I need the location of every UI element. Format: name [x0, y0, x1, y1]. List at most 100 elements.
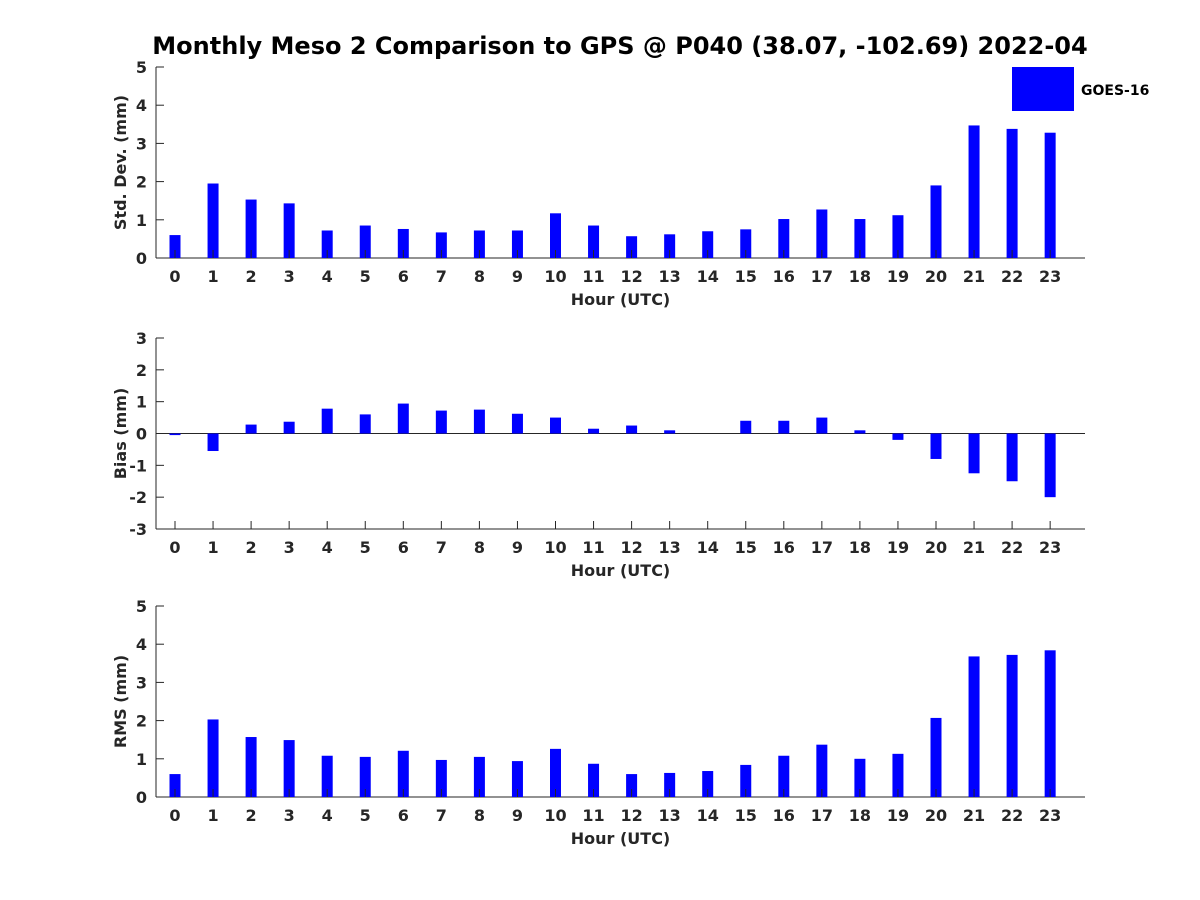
bar-hour-6 — [397, 403, 409, 434]
bar-hour-9 — [511, 413, 523, 434]
y-tick-label: 1 — [136, 750, 147, 769]
bar-hour-2 — [245, 199, 257, 258]
x-tick-label: 5 — [360, 267, 371, 286]
x-tick-label: 20 — [925, 267, 947, 286]
bar-hour-23 — [1044, 132, 1056, 258]
x-tick-label: 3 — [284, 806, 295, 825]
x-tick-label: 8 — [474, 806, 485, 825]
bar-hour-20 — [930, 717, 942, 797]
bar-hour-22 — [1006, 433, 1018, 482]
x-tick-label: 14 — [697, 267, 719, 286]
bar-hour-19 — [892, 215, 904, 258]
x-tick-label: 15 — [735, 806, 757, 825]
x-tick-label: 12 — [620, 267, 642, 286]
bar-hour-13 — [664, 772, 676, 797]
bar-hour-15 — [740, 229, 752, 258]
x-tick-label: 4 — [322, 538, 333, 557]
y-tick-label: 0 — [136, 425, 147, 444]
x-tick-label: 23 — [1039, 267, 1061, 286]
x-tick-label: 22 — [1001, 538, 1023, 557]
bar-hour-12 — [626, 774, 638, 797]
x-tick-label: 7 — [436, 806, 447, 825]
x-tick-label: 10 — [544, 806, 566, 825]
x-tick-label: 17 — [811, 806, 833, 825]
chart-title: Monthly Meso 2 Comparison to GPS @ P040 … — [152, 32, 1087, 60]
bar-hour-9 — [511, 230, 523, 258]
bar-hour-3 — [283, 740, 295, 797]
x-tick-label: 17 — [811, 538, 833, 557]
x-tick-label: 8 — [474, 538, 485, 557]
bar-hour-0 — [169, 774, 181, 797]
x-axis-label: Hour (UTC) — [571, 829, 671, 848]
y-axis-label: RMS (mm) — [111, 655, 130, 748]
x-tick-label: 21 — [963, 267, 985, 286]
x-tick-label: 12 — [620, 538, 642, 557]
y-tick-label: -3 — [129, 520, 147, 539]
x-tick-label: 9 — [512, 806, 523, 825]
bar-hour-4 — [321, 230, 333, 258]
y-tick-label: 4 — [136, 96, 147, 115]
x-axis-label: Hour (UTC) — [571, 290, 671, 309]
bar-hour-5 — [359, 756, 371, 797]
bar-hour-18 — [854, 430, 866, 434]
bar-hour-1 — [207, 183, 219, 258]
bar-hour-13 — [664, 234, 676, 258]
x-tick-label: 11 — [582, 267, 604, 286]
bar-hour-2 — [245, 737, 257, 797]
bar-hour-6 — [397, 750, 409, 797]
y-axis-label: Bias (mm) — [111, 388, 130, 480]
y-tick-label: 5 — [136, 597, 147, 616]
bar-hour-10 — [550, 748, 561, 797]
x-tick-label: 1 — [207, 538, 218, 557]
y-tick-label: 5 — [136, 58, 147, 77]
x-tick-label: 13 — [659, 267, 681, 286]
bar-hour-3 — [283, 203, 295, 258]
bar-hour-0 — [169, 235, 181, 258]
bar-hour-11 — [588, 225, 600, 258]
bar-hour-5 — [359, 225, 371, 258]
x-tick-label: 0 — [169, 806, 180, 825]
bar-hour-19 — [892, 433, 904, 440]
x-tick-label: 2 — [246, 538, 257, 557]
bar-hour-8 — [473, 409, 485, 434]
x-tick-label: 3 — [284, 538, 295, 557]
x-tick-label: 18 — [849, 538, 871, 557]
y-axis-label: Std. Dev. (mm) — [111, 95, 130, 230]
x-tick-label: 4 — [322, 806, 333, 825]
bar-hour-18 — [854, 219, 866, 258]
x-tick-label: 2 — [246, 806, 257, 825]
x-tick-label: 6 — [398, 267, 409, 286]
bar-hour-23 — [1044, 433, 1056, 498]
y-tick-label: -2 — [129, 488, 147, 507]
x-tick-label: 19 — [887, 806, 909, 825]
x-tick-label: 7 — [436, 267, 447, 286]
bar-hour-23 — [1044, 650, 1056, 797]
x-tick-label: 14 — [697, 806, 719, 825]
bar-hour-2 — [245, 424, 257, 434]
bar-hour-6 — [397, 228, 409, 258]
x-tick-label: 5 — [360, 806, 371, 825]
bar-hour-9 — [511, 761, 523, 797]
x-tick-label: 8 — [474, 267, 485, 286]
y-tick-label: 3 — [136, 329, 147, 348]
x-tick-label: 17 — [811, 267, 833, 286]
x-tick-label: 21 — [963, 538, 985, 557]
y-tick-label: 0 — [136, 788, 147, 807]
bar-hour-16 — [778, 755, 790, 797]
bar-hour-22 — [1006, 128, 1018, 258]
x-tick-label: 15 — [735, 267, 757, 286]
bar-hour-14 — [702, 771, 714, 797]
bar-hour-1 — [207, 433, 219, 452]
legend-swatch-goes-16 — [1012, 67, 1074, 111]
x-tick-label: 18 — [849, 806, 871, 825]
x-tick-label: 1 — [207, 806, 218, 825]
bar-hour-12 — [626, 425, 638, 434]
x-tick-label: 18 — [849, 267, 871, 286]
bar-hour-13 — [664, 430, 676, 434]
bar-hour-7 — [435, 232, 447, 258]
x-tick-label: 19 — [887, 267, 909, 286]
x-tick-label: 16 — [773, 267, 795, 286]
bar-hour-5 — [359, 414, 371, 434]
y-tick-label: 3 — [136, 673, 147, 692]
